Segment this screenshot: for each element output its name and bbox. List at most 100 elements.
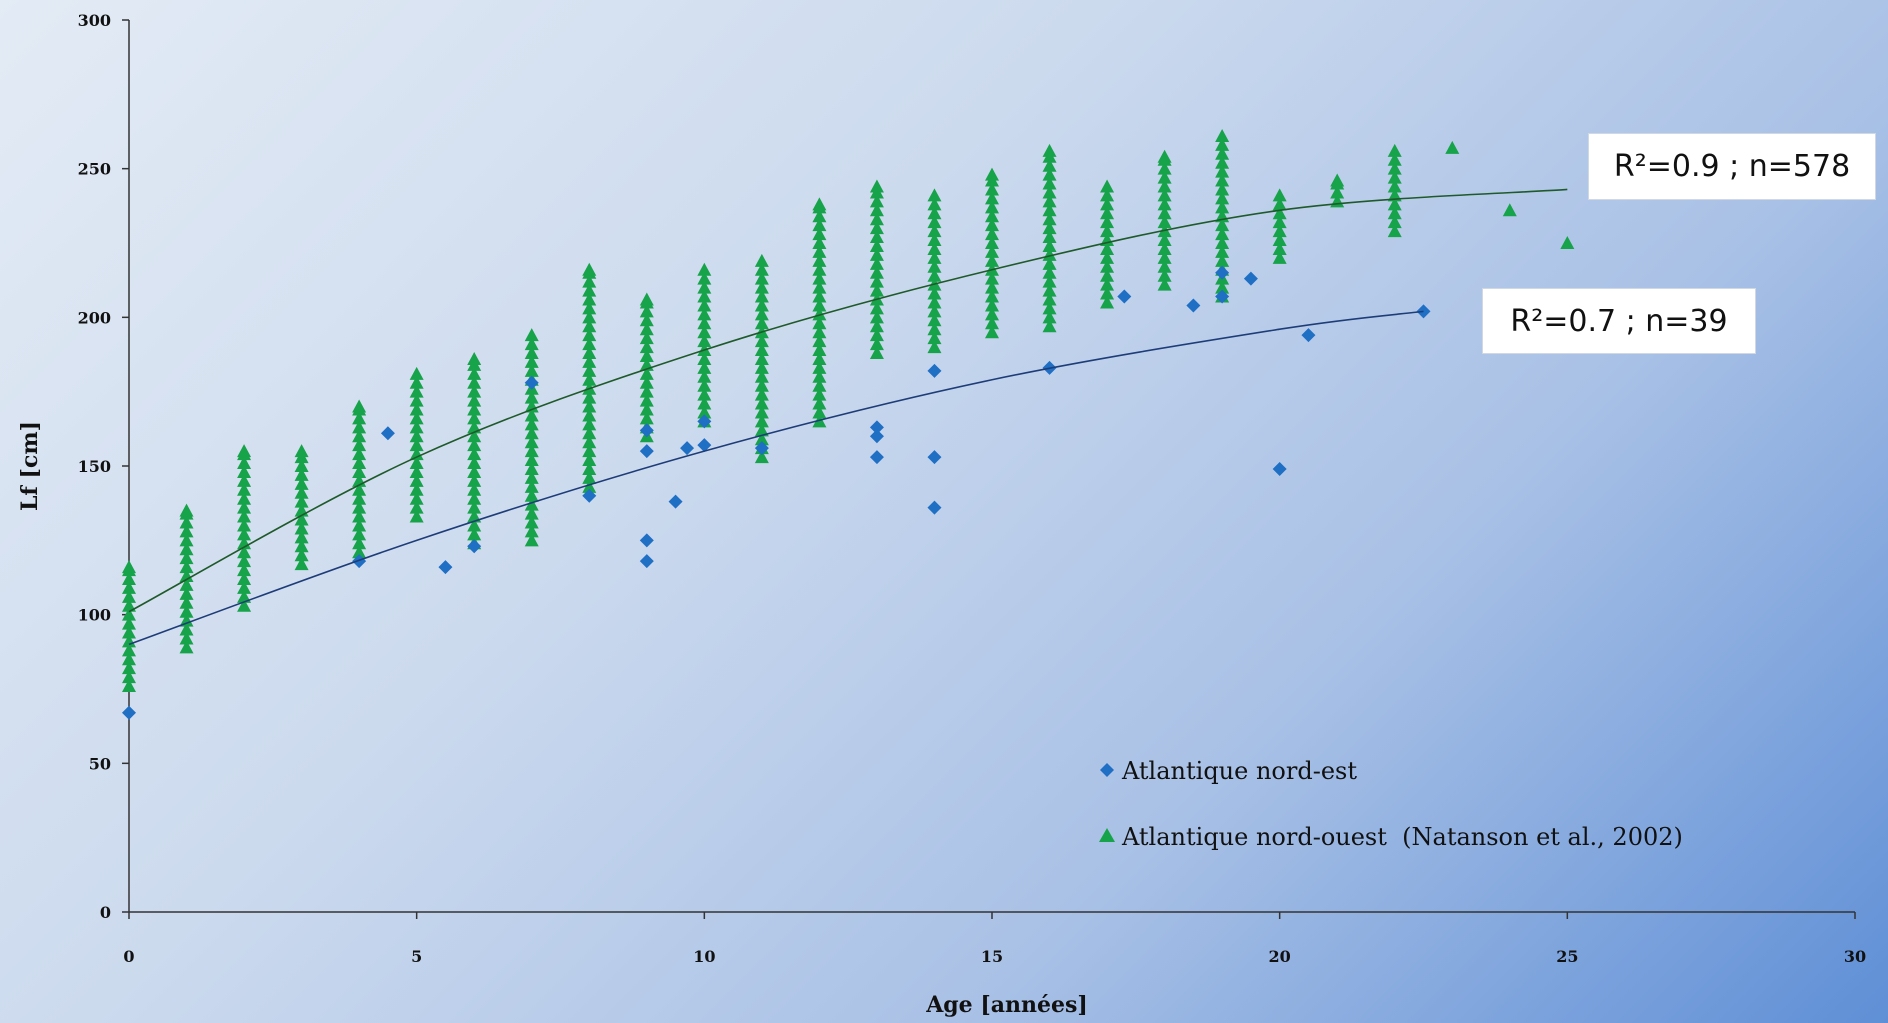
triangle-point: [812, 262, 827, 276]
y-axis-title: Lf [cm]: [17, 421, 43, 511]
triangle-point: [524, 435, 539, 449]
triangle-point: [352, 518, 367, 532]
triangle-point: [1215, 218, 1230, 232]
triangle-point: [754, 405, 769, 419]
triangle-point: [927, 197, 942, 211]
triangle-point: [237, 464, 252, 478]
triangle-point: [927, 268, 942, 282]
triangle-point: [812, 227, 827, 241]
triangle-point: [294, 476, 309, 490]
triangle-point: [1215, 146, 1230, 160]
diamond-point: [869, 450, 884, 465]
triangle-point: [1042, 212, 1057, 226]
triangle-point: [1042, 167, 1057, 181]
triangle-point: [352, 438, 367, 452]
y-tick-label: 0: [100, 903, 111, 922]
triangle-point: [1100, 197, 1115, 211]
triangle-point: [927, 295, 942, 309]
triangle-point: [524, 408, 539, 422]
triangle-point: [927, 250, 942, 264]
triangle-point: [927, 206, 942, 220]
diamond-point: [1215, 289, 1230, 304]
triangle-point: [467, 491, 482, 505]
triangle-point: [409, 375, 424, 389]
triangle-point: [467, 402, 482, 416]
triangle-point: [294, 512, 309, 526]
triangle-point: [1042, 247, 1057, 261]
triangle-point: [524, 354, 539, 368]
triangle-point: [697, 396, 712, 410]
triangle-point: [352, 509, 367, 523]
triangle-point: [409, 447, 424, 461]
triangle-point: [1157, 188, 1172, 202]
triangle-point: [812, 197, 827, 211]
triangle-point: [869, 179, 884, 193]
triangle-point: [869, 256, 884, 270]
triangle-point: [697, 289, 712, 303]
triangle-point: [524, 470, 539, 484]
triangle-point: [869, 221, 884, 235]
diamond-point: [1215, 265, 1230, 280]
triangle-point: [294, 467, 309, 481]
triangle-point: [1042, 310, 1057, 324]
triangle-point: [1042, 143, 1057, 157]
triangle-point: [467, 527, 482, 541]
triangle-point: [812, 378, 827, 392]
triangle-point: [1157, 179, 1172, 193]
triangle-point: [1387, 152, 1402, 166]
triangle-point: [869, 212, 884, 226]
diamond-point: [438, 560, 453, 575]
triangle-point: [179, 533, 194, 547]
triangle-point: [754, 298, 769, 312]
x-tick-label: 5: [411, 947, 422, 966]
fit-line-nord-est: [128, 310, 1424, 646]
triangle-point: [697, 405, 712, 419]
triangle-point: [1215, 137, 1230, 151]
x-tick-label: 0: [123, 947, 134, 966]
triangle-point: [754, 360, 769, 374]
triangle-point: [869, 328, 884, 342]
triangle-point: [524, 337, 539, 351]
triangle-point: [179, 613, 194, 627]
y-tick-label: 150: [78, 457, 111, 476]
triangle-point: [582, 337, 597, 351]
triangle-point: [122, 634, 136, 648]
triangle-point: [754, 423, 769, 437]
triangle-point: [1100, 259, 1115, 273]
triangle-point: [1215, 227, 1230, 241]
triangle-point: [179, 515, 194, 529]
triangle-point: [467, 518, 482, 532]
triangle-point: [754, 414, 769, 428]
triangle-point: [122, 652, 136, 666]
triangle-point: [985, 227, 999, 241]
triangle-point: [409, 491, 424, 505]
triangle-point: [1272, 197, 1287, 211]
triangle-point: [1215, 155, 1230, 169]
triangle-point: [582, 328, 597, 342]
triangle-point: [1215, 200, 1230, 214]
triangle-point: [869, 194, 884, 208]
triangle-point: [639, 402, 654, 416]
triangle-point: [1157, 277, 1172, 291]
triangle-point: [869, 230, 884, 244]
triangle-point: [582, 262, 597, 276]
triangle-point: [352, 491, 367, 505]
triangle-point: [1215, 253, 1230, 267]
triangle-point: [927, 340, 942, 354]
diamond-point: [582, 488, 597, 503]
triangle-point: [869, 283, 884, 297]
x-tick-label: 10: [693, 947, 715, 966]
triangle-point: [294, 548, 309, 562]
triangle-point: [754, 432, 769, 446]
triangle-point: [1215, 182, 1230, 196]
triangle-point: [1215, 173, 1230, 187]
triangle-point: [409, 429, 424, 443]
triangle-point: [754, 351, 769, 365]
triangle-point: [1042, 301, 1057, 315]
triangle-point: [179, 542, 194, 556]
triangle-point: [237, 500, 252, 514]
triangle-point: [179, 622, 194, 636]
triangle-point: [927, 241, 942, 255]
triangle-point: [409, 402, 424, 416]
